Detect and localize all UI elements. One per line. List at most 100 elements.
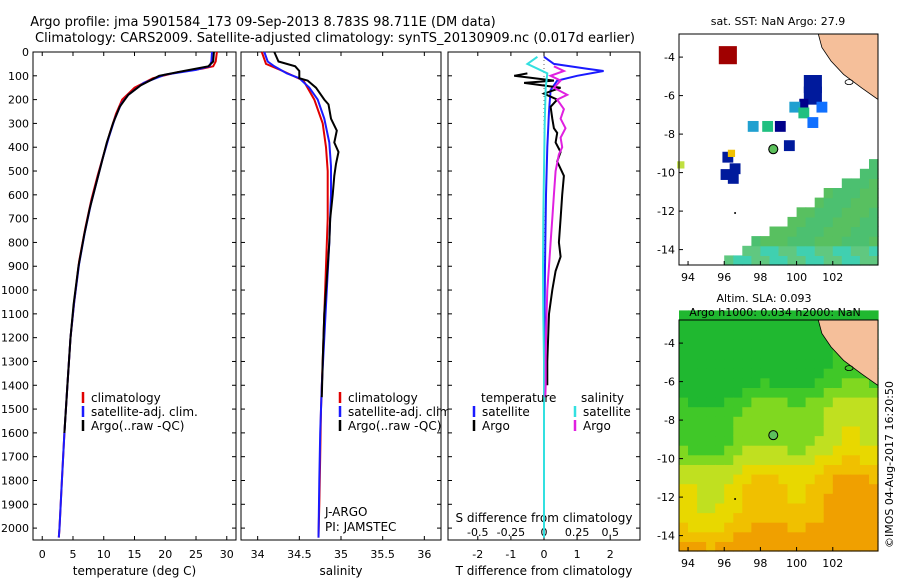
sla_map-cell — [869, 387, 879, 398]
sla_map-cell — [733, 531, 743, 542]
sla_map-cell — [706, 502, 716, 514]
sst_map-cell — [769, 255, 780, 266]
sla_map-cell — [679, 435, 689, 446]
sla_map-cell — [760, 368, 770, 379]
sla_map-cell — [697, 454, 707, 465]
sla_map-cell — [787, 377, 798, 388]
sla_map-cell — [679, 464, 689, 475]
sla_map-cell — [796, 464, 807, 475]
sla_map-cell — [706, 377, 716, 388]
salinity-annotation: PI: JAMSTEC — [325, 520, 396, 534]
sla_map-cell — [724, 348, 734, 360]
sla_map-cell — [850, 377, 861, 388]
sla_map-cell — [760, 348, 770, 360]
sla_map-cell — [724, 310, 734, 321]
sst_map-cell — [869, 255, 879, 266]
sla_map-cell — [841, 454, 852, 465]
sla_map-cell — [769, 387, 780, 398]
sla_map-cell — [742, 358, 752, 369]
sla_map-cell — [832, 425, 843, 437]
sla_map-cell — [778, 329, 789, 340]
sst_map-cell — [787, 236, 798, 247]
sla_map-cell — [688, 320, 698, 331]
sst_map-cell — [869, 159, 879, 170]
sla_map-cell — [769, 454, 780, 465]
sla_map-cell — [697, 416, 707, 427]
sla_map-cell — [733, 339, 743, 350]
sst-map-pixel — [816, 101, 828, 113]
sla_map-cell — [796, 502, 807, 514]
sla_map-cell — [787, 435, 798, 446]
sla_map-cell — [769, 397, 780, 408]
sla_map-cell — [814, 377, 825, 388]
temperature-xtick-label: 10 — [97, 548, 111, 561]
sst_map-cell — [869, 216, 879, 228]
sla_map-cell — [715, 454, 725, 465]
sla_map-cell — [787, 531, 798, 542]
sst-map-pixel — [720, 169, 732, 180]
sla_map-cell — [706, 387, 716, 398]
sla_map-cell — [715, 348, 725, 360]
sla_map-cell — [832, 397, 843, 408]
sla_map-cell — [787, 310, 798, 321]
sla_map-cell — [724, 474, 734, 485]
sla_map-cell — [814, 445, 825, 456]
sla_map-cell — [706, 541, 716, 552]
sla_map-cell — [805, 368, 816, 379]
sla_map-cell — [814, 416, 825, 427]
sla_map-cell — [787, 387, 798, 398]
sst_map-cell — [832, 216, 843, 228]
sla_map-cell — [787, 512, 798, 523]
sla_map-cell — [679, 377, 689, 388]
sla_map-cell — [787, 493, 798, 504]
sla_map-cell — [841, 425, 852, 437]
sla_map-cell — [832, 406, 843, 417]
salinity-legend-label: climatology — [348, 391, 418, 405]
sla_map-cell — [742, 377, 752, 388]
sla_map-cell — [679, 329, 689, 340]
sst-map-pixel — [718, 46, 737, 65]
sla_map-cell — [679, 454, 689, 465]
sla-map-subtitle: Argo h1000: 0.034 h2000: NaN — [689, 306, 861, 319]
difference-legend-group: temperature — [481, 391, 556, 405]
sla_map-cell — [751, 416, 761, 427]
temperature-ytick-label: 1300 — [1, 355, 29, 368]
sla_map-cell — [724, 512, 734, 523]
sla_map-cell — [869, 474, 879, 485]
sla_map-cell — [869, 502, 879, 514]
sst_map-cell — [823, 207, 834, 218]
salinity-legend-label: satellite-adj. clim. — [348, 405, 455, 419]
sla_map-cell — [769, 310, 780, 321]
sst-map-pixel — [774, 120, 786, 132]
sla_map-cell — [823, 397, 834, 408]
sla_map-cell — [769, 406, 780, 417]
imos-timestamp: ©IMOS 04-Aug-2017 16:20:50 — [883, 381, 896, 548]
sla_map-cell — [697, 541, 707, 552]
sla_map-cell — [859, 493, 870, 504]
difference-legend-group: salinity — [581, 391, 624, 405]
sla_map-cell — [688, 454, 698, 465]
sla_map-cell — [706, 339, 716, 350]
sla_map-cell — [823, 348, 834, 360]
sla_map-cell — [787, 464, 798, 475]
sla_map-cell — [706, 368, 716, 379]
sla_map-cell — [751, 425, 761, 437]
sla_map-cell — [814, 454, 825, 465]
temperature-ytick-label: 1400 — [1, 379, 29, 392]
sla_map-cell — [869, 406, 879, 417]
sla_map-cell — [751, 310, 761, 321]
sst_map-cell — [859, 168, 870, 179]
sla_map-cell — [814, 502, 825, 514]
sla_map-cell — [850, 368, 861, 379]
temperature-ytick-label: 1000 — [1, 284, 29, 297]
sla_map-cell — [869, 435, 879, 446]
sla_map-ytick-label: -4 — [664, 337, 675, 350]
sla_map-cell — [841, 387, 852, 398]
sla_map-cell — [796, 454, 807, 465]
sla_map-cell — [706, 512, 716, 523]
temperature-ytick-label: 100 — [8, 70, 29, 83]
sst_map-cell — [823, 188, 834, 199]
sla_map-cell — [733, 522, 743, 533]
sla_map-cell — [688, 531, 698, 542]
